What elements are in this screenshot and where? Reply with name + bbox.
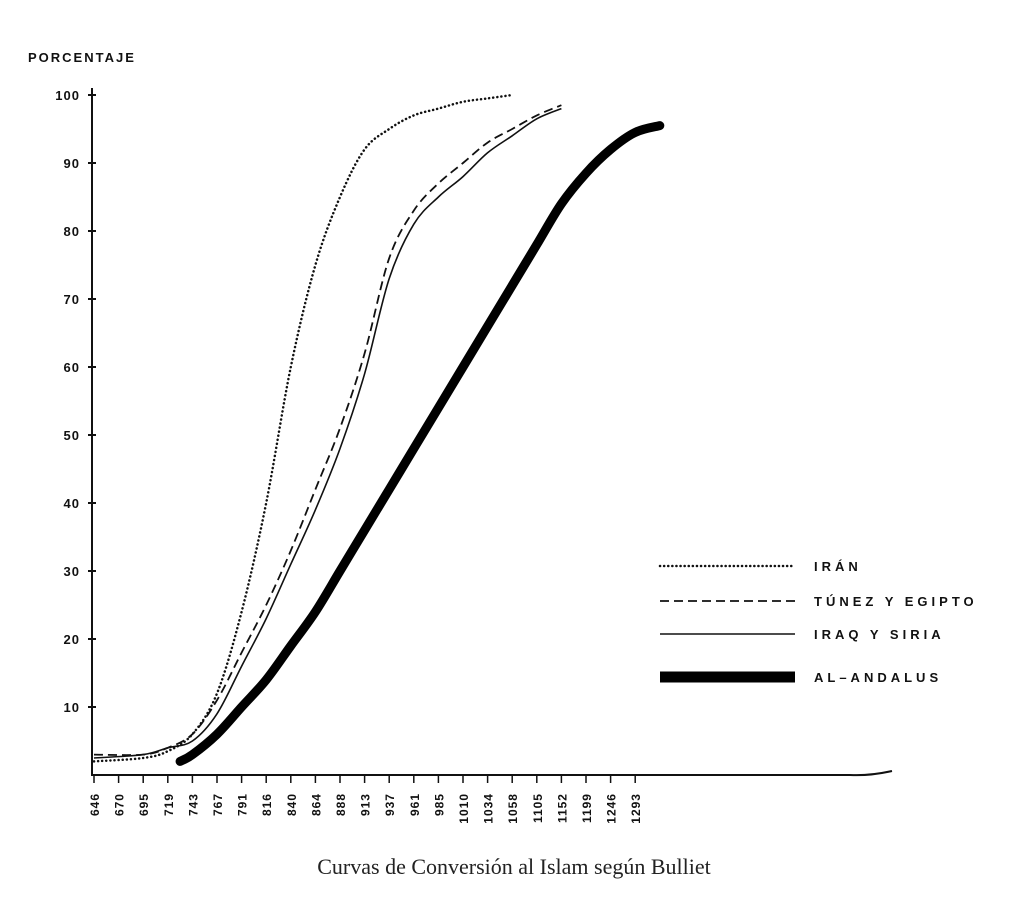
- legend-label-al-andalus: AL–ANDALUS: [814, 670, 942, 685]
- y-tick-label: 100: [55, 88, 80, 103]
- axes: [91, 88, 893, 777]
- x-tick-label: 1010: [457, 793, 471, 824]
- legend-label-iraq-y-siria: IRAQ Y SIRIA: [814, 627, 945, 642]
- y-tick-label: 70: [64, 292, 80, 307]
- x-tick-label: 961: [408, 793, 422, 816]
- x-tick-label: 985: [432, 793, 446, 816]
- y-tick-label: 90: [64, 156, 80, 171]
- x-tick-label: 1105: [531, 793, 545, 823]
- x-tick-label: 791: [236, 793, 250, 816]
- y-tick-label: 80: [64, 224, 80, 239]
- x-tick-label: 670: [113, 793, 127, 816]
- x-tick-label: 719: [162, 793, 176, 816]
- x-tick-label: 864: [309, 793, 323, 816]
- legend-label-tunez-y-egipto: TÚNEZ Y EGIPTO: [814, 594, 978, 609]
- series-lines: [92, 93, 665, 766]
- y-tick-label: 30: [64, 564, 80, 579]
- x-tick-label: 1058: [506, 793, 520, 824]
- y-tick-label: 10: [64, 700, 80, 715]
- x-tick-label: 646: [88, 793, 102, 816]
- y-ticks: 10 20 30 40 50 60 70 80 90 100: [55, 88, 96, 715]
- y-tick-label: 50: [64, 428, 80, 443]
- chart-caption: Curvas de Conversión al Islam según Bull…: [317, 854, 711, 879]
- y-tick-label: 20: [64, 632, 80, 647]
- x-tick-label: 743: [186, 793, 200, 816]
- x-tick-label: 1246: [605, 793, 619, 824]
- x-tick-label: 1034: [482, 793, 496, 824]
- x-axis-line: [92, 770, 893, 777]
- y-tick-label: 40: [64, 496, 80, 511]
- x-tick-label: 767: [211, 793, 225, 816]
- y-axis-label: PORCENTAJE: [28, 50, 136, 65]
- x-tick-label: 816: [260, 793, 274, 816]
- x-tick-label: 1152: [555, 793, 569, 823]
- x-tick-label: 695: [137, 793, 151, 816]
- legend-label-iran: IRÁN: [814, 559, 862, 574]
- x-tick-label: 888: [334, 793, 348, 816]
- series-line-iraq-y-siria: [93, 107, 562, 759]
- x-ticks: 646 670 695 719 743 767 791 816 840 864 888 913 937 9…: [88, 775, 643, 824]
- series-line-tunez-y-egipto: [93, 104, 562, 756]
- x-tick-label: 840: [285, 793, 299, 816]
- legend: IRÁN TÚNEZ Y EGIPTO IRAQ Y SIRIA AL–ANDALUS: [658, 559, 978, 685]
- y-tick-label: 60: [64, 360, 80, 375]
- x-tick-label: 913: [359, 793, 373, 816]
- x-tick-label: 1293: [629, 793, 643, 824]
- x-tick-label: 1199: [580, 793, 594, 823]
- series-line-iran: [92, 93, 514, 763]
- x-tick-label: 937: [383, 793, 397, 816]
- series-line-al-andalus: [175, 121, 665, 766]
